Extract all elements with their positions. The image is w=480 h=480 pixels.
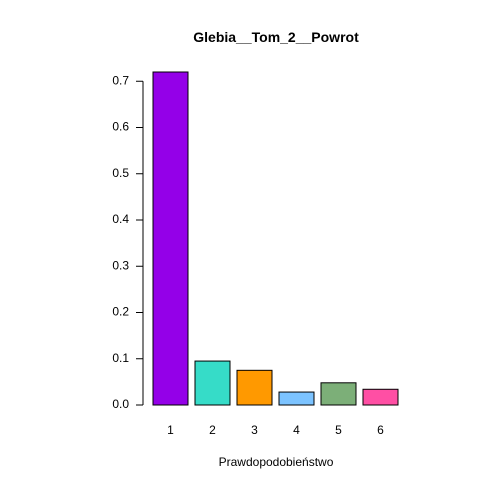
bar-2 [195,361,230,405]
y-tick-label: 0.2 [112,305,129,319]
y-tick-label: 0.3 [112,258,129,272]
y-tick-label: 0.5 [112,166,129,180]
bar-1 [153,72,188,405]
y-tick-label: 0.4 [112,212,129,226]
x-tick-label-3: 3 [251,423,258,437]
x-tick-label-1: 1 [167,423,174,437]
x-tick-label-4: 4 [293,423,300,437]
y-tick-label: 0.1 [112,351,129,365]
y-tick-label: 0.7 [112,73,129,87]
x-tick-label-6: 6 [377,423,384,437]
x-tick-label-2: 2 [209,423,216,437]
chart-title: Glebia__Tom_2__Powrot [193,29,359,45]
x-axis-title: Prawdopodobieństwo [219,455,334,469]
bar-6 [363,389,398,405]
bar-5 [321,383,356,405]
bar-4 [279,392,314,405]
y-tick-label: 0.0 [112,397,129,411]
x-tick-label-5: 5 [335,423,342,437]
bar-3 [237,370,272,405]
y-tick-label: 0.6 [112,120,129,134]
